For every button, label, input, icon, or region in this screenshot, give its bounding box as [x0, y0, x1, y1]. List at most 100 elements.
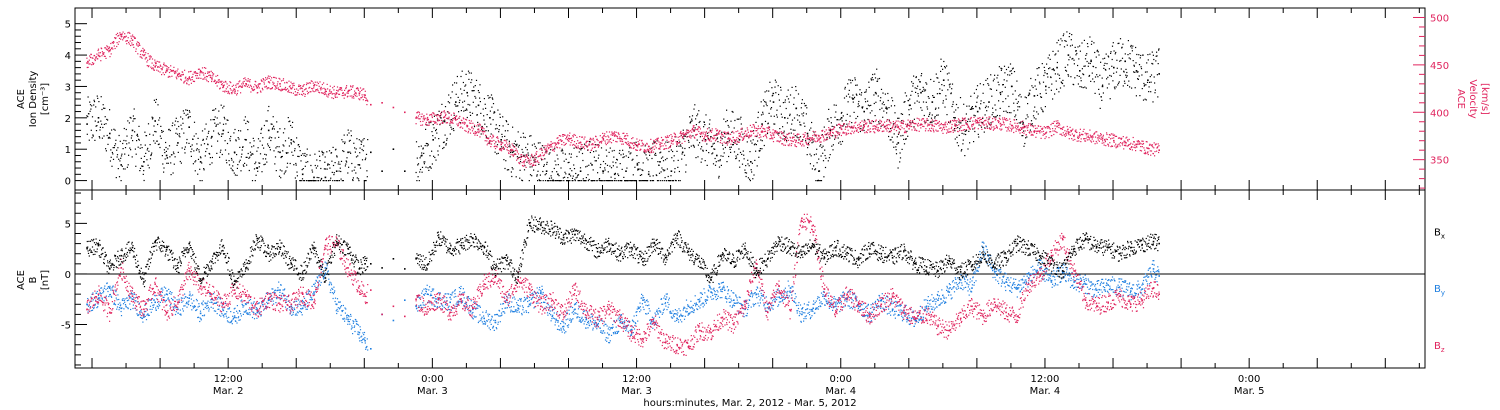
density-sample: [926, 108, 929, 110]
density-sample: [302, 153, 304, 155]
density-sample: [976, 97, 978, 99]
density-sample: [627, 180, 629, 182]
density-sample: [615, 180, 617, 182]
velocity-sample: [471, 126, 473, 128]
density-point: [579, 170, 582, 172]
density-sample: [444, 134, 446, 136]
velocity-sample: [95, 57, 97, 59]
velocity-sample: [916, 130, 918, 132]
velocity-sample: [456, 123, 458, 125]
density-sample: [239, 159, 241, 161]
velocity-sample: [755, 135, 757, 137]
velocity-sample: [734, 142, 736, 144]
density-sample: [722, 148, 724, 150]
density-sample: [654, 154, 656, 156]
density-sample: [432, 124, 434, 126]
density-sample: [997, 74, 999, 76]
density-sample: [876, 68, 878, 70]
velocity-sample: [629, 142, 631, 144]
velocity-point: [1056, 125, 1058, 128]
density-sample: [648, 171, 650, 173]
velocity-sample: [106, 45, 108, 47]
density-sample: [1100, 61, 1102, 63]
density-sample: [855, 93, 857, 95]
velocity-sample: [593, 139, 595, 141]
density-sample: [532, 156, 534, 158]
density-sample: [1038, 67, 1040, 69]
density-sample: [278, 175, 281, 177]
density-sample: [1006, 111, 1008, 114]
velocity-sample: [108, 51, 110, 53]
velocity-sample: [805, 141, 807, 143]
velocity-sample: [110, 53, 112, 55]
velocity-sample: [679, 132, 681, 134]
density-sample: [306, 154, 308, 156]
velocity-sample: [429, 121, 431, 123]
density-sample: [730, 151, 732, 153]
density-sample: [208, 130, 210, 132]
density-sample: [922, 86, 924, 88]
velocity-sample: [709, 138, 711, 140]
velocity-sample: [980, 121, 982, 123]
velocity-sample: [801, 145, 803, 147]
density-sample: [1002, 84, 1004, 86]
density-sample: [980, 103, 982, 105]
density-sample: [269, 149, 271, 151]
velocity-sample: [450, 122, 452, 124]
density-sample: [855, 117, 857, 120]
density-sample: [1042, 81, 1045, 83]
velocity-sample: [560, 135, 562, 137]
density-sample: [1094, 51, 1096, 54]
density-sample: [209, 157, 211, 159]
velocity-sample: [568, 140, 570, 142]
density-sample: [990, 88, 992, 90]
velocity-point: [370, 103, 372, 106]
velocity-sample: [961, 124, 963, 127]
velocity-sample: [741, 139, 744, 141]
velocity-sample: [279, 78, 281, 80]
velocity-sample: [708, 139, 710, 141]
velocity-sample: [798, 138, 800, 140]
velocity-sample: [271, 87, 273, 89]
density-sample: [1103, 64, 1105, 66]
density-sample: [328, 164, 330, 166]
density-sample: [198, 151, 200, 153]
density-sample: [478, 91, 480, 94]
density-sample: [225, 123, 227, 125]
velocity-sample: [991, 126, 993, 128]
density-sample: [239, 146, 241, 148]
velocity-sample: [731, 139, 733, 141]
density-sample: [510, 151, 512, 154]
density-sample: [347, 172, 349, 174]
density-sample: [519, 177, 521, 179]
velocity-sample: [363, 94, 365, 96]
velocity-sample: [126, 40, 128, 42]
density-sample: [542, 180, 544, 182]
velocity-sample: [621, 143, 623, 145]
density-sample: [230, 157, 233, 160]
density-sample: [706, 143, 708, 145]
density-point: [313, 176, 315, 179]
velocity-sample: [526, 153, 528, 156]
density-sample: [933, 96, 935, 98]
density-sample: [1134, 87, 1136, 89]
density-sample: [115, 139, 117, 141]
velocity-sample: [120, 35, 122, 37]
velocity-sample: [491, 140, 493, 142]
density-sample: [416, 180, 418, 182]
density-sample: [993, 116, 995, 118]
density-sample: [354, 151, 356, 153]
density-sample: [716, 137, 719, 139]
density-sample: [814, 135, 816, 137]
density-sample: [934, 116, 936, 118]
density-sample: [130, 117, 132, 119]
density-sample: [871, 110, 873, 112]
density-sample: [700, 161, 702, 163]
density-sample: [754, 143, 756, 145]
density-sample: [830, 129, 832, 131]
density-sample: [568, 153, 570, 155]
velocity-sample: [843, 132, 845, 134]
velocity-sample: [879, 119, 881, 121]
velocity-sample: [305, 88, 307, 90]
density-sample: [983, 131, 985, 133]
